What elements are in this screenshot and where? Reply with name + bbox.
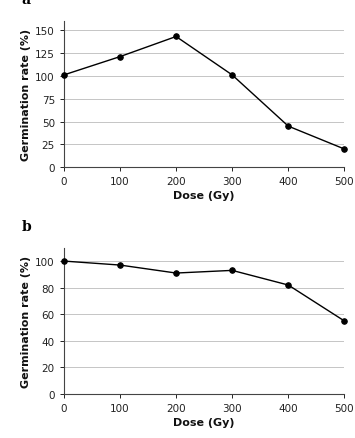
X-axis label: Dose (Gy): Dose (Gy) — [173, 417, 235, 427]
X-axis label: Dose (Gy): Dose (Gy) — [173, 191, 235, 201]
Text: b: b — [22, 219, 32, 233]
Y-axis label: Germination rate (%): Germination rate (%) — [21, 29, 31, 161]
Y-axis label: Germination rate (%): Germination rate (%) — [21, 255, 31, 387]
Text: a: a — [22, 0, 31, 7]
